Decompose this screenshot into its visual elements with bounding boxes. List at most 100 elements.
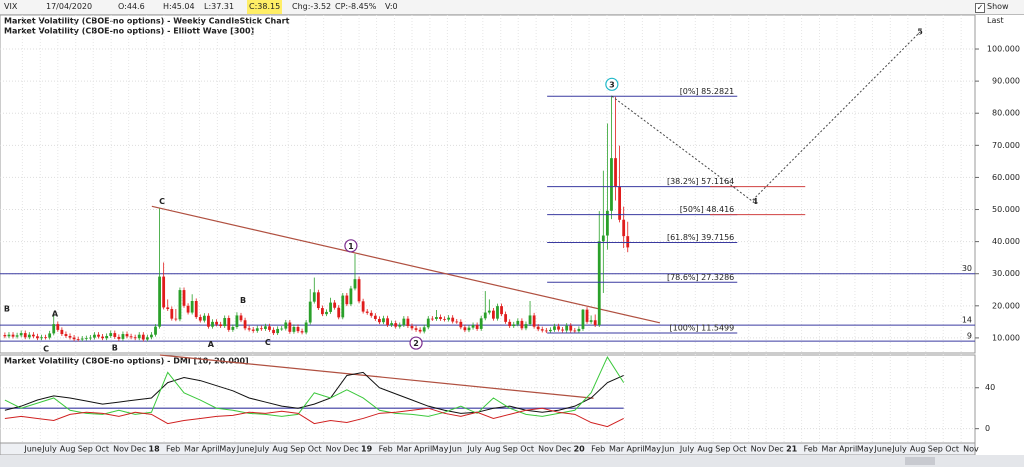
candle-body — [459, 321, 463, 328]
x-tick-label: Dec — [768, 445, 783, 454]
candle-body — [512, 324, 516, 327]
y-tick-label: 10.000 — [992, 333, 1020, 342]
candle-body — [64, 334, 68, 336]
candle-body — [532, 315, 536, 327]
x-tick-label: July — [41, 445, 57, 454]
candle-body — [23, 333, 27, 338]
x-tick-label: June — [236, 445, 255, 454]
date: 17/04/2020 — [46, 2, 93, 11]
candle-body — [145, 337, 149, 340]
candle-body — [540, 329, 544, 331]
x-tick-label: Mar — [184, 445, 200, 454]
candle-body — [268, 326, 271, 330]
x-tick-label: May — [219, 445, 236, 454]
fib-label: [78.6%] 27.3286 — [667, 273, 734, 282]
candle-body — [601, 235, 605, 242]
candle-body — [487, 310, 491, 313]
candle-body — [593, 320, 597, 326]
x-tick-label: 18 — [149, 445, 161, 454]
x-tick-label: May — [644, 445, 661, 454]
candle-body — [15, 335, 19, 337]
x-tick-label: Mar — [396, 445, 412, 454]
dmi-line — [4, 407, 624, 428]
y-tick-label: 60.000 — [992, 173, 1020, 182]
candle-body — [414, 328, 418, 330]
candle-body — [284, 322, 288, 329]
candle-body — [52, 324, 56, 334]
y-tick-label: 100.000 — [987, 45, 1020, 54]
candle-body — [117, 336, 121, 339]
candle-body — [577, 328, 581, 332]
candle-body — [247, 328, 251, 330]
x-tick-label: Oct — [308, 445, 322, 454]
candle-body — [68, 335, 72, 338]
checkbox[interactable]: ✓ — [975, 3, 985, 13]
candle-body — [435, 317, 438, 319]
wave-number: 4 — [752, 196, 758, 206]
candle-body — [7, 334, 11, 337]
volume: V:0 — [385, 2, 398, 11]
candle-body — [170, 309, 174, 319]
candle-body — [569, 325, 573, 331]
x-tick-label: Feb — [804, 445, 818, 454]
candle-body — [56, 324, 60, 330]
candle-body — [109, 333, 113, 336]
x-tick-label: Dec — [556, 445, 571, 454]
candle-body — [36, 336, 39, 339]
candle-body — [166, 307, 170, 310]
candle-body — [361, 301, 365, 312]
x-tick-label: May — [432, 445, 449, 454]
wave-letter: B — [112, 344, 118, 353]
level-label: 14 — [962, 316, 972, 325]
candle-body — [561, 329, 565, 331]
candle-body — [626, 236, 630, 248]
x-tick-label: Mar — [609, 445, 625, 454]
wave-circle — [605, 77, 619, 91]
wave-projection — [611, 31, 921, 202]
wave-number: 3 — [609, 80, 615, 89]
candle-body — [365, 311, 369, 313]
candle-body — [141, 334, 145, 340]
candle-body — [101, 336, 104, 339]
candle-body — [447, 317, 451, 320]
candle-body — [337, 307, 341, 318]
x-tick-label: Jun — [448, 445, 462, 454]
candle-body — [202, 315, 206, 321]
candle-body — [341, 295, 345, 318]
y-tick-label: 80.000 — [992, 109, 1020, 118]
x-tick-label: 21 — [786, 445, 798, 454]
dmi-line — [4, 371, 624, 414]
candle-body — [296, 327, 300, 332]
candle-body — [329, 302, 332, 312]
candle-body — [76, 339, 80, 340]
x-tick-label: Feb — [166, 445, 180, 454]
candle-body — [357, 279, 361, 302]
wave-letter: B — [240, 296, 246, 305]
x-tick-label: July — [679, 445, 695, 454]
candle-body — [292, 327, 296, 332]
candle-body — [272, 329, 275, 334]
candle-body — [585, 309, 589, 322]
x-tick-label: Dec — [343, 445, 358, 454]
show-last[interactable]: Show Last — [987, 2, 1009, 25]
candle-body — [80, 338, 84, 340]
wave-letter: C — [43, 345, 49, 354]
scroll-thumb[interactable] — [905, 457, 935, 465]
candle-body — [614, 158, 617, 187]
candle-body — [113, 333, 117, 337]
trend-line — [159, 354, 594, 399]
fib-label: [0%] 85.2821 — [680, 87, 735, 96]
candle-body — [605, 210, 609, 236]
candle-body — [369, 312, 373, 316]
candle-body — [418, 329, 422, 332]
x-tick-label: Sep — [715, 445, 730, 454]
candle-body — [467, 327, 471, 331]
x-tick-label: Nov — [326, 445, 342, 454]
x-tick-label: Mar — [821, 445, 837, 454]
y-tick-label: 20.000 — [992, 301, 1020, 310]
x-tick-label: Aug — [910, 445, 926, 454]
low: L:37.31 — [204, 2, 235, 11]
candle-body — [504, 314, 508, 322]
wave-letter: A — [208, 340, 215, 349]
candle-body — [259, 328, 263, 330]
